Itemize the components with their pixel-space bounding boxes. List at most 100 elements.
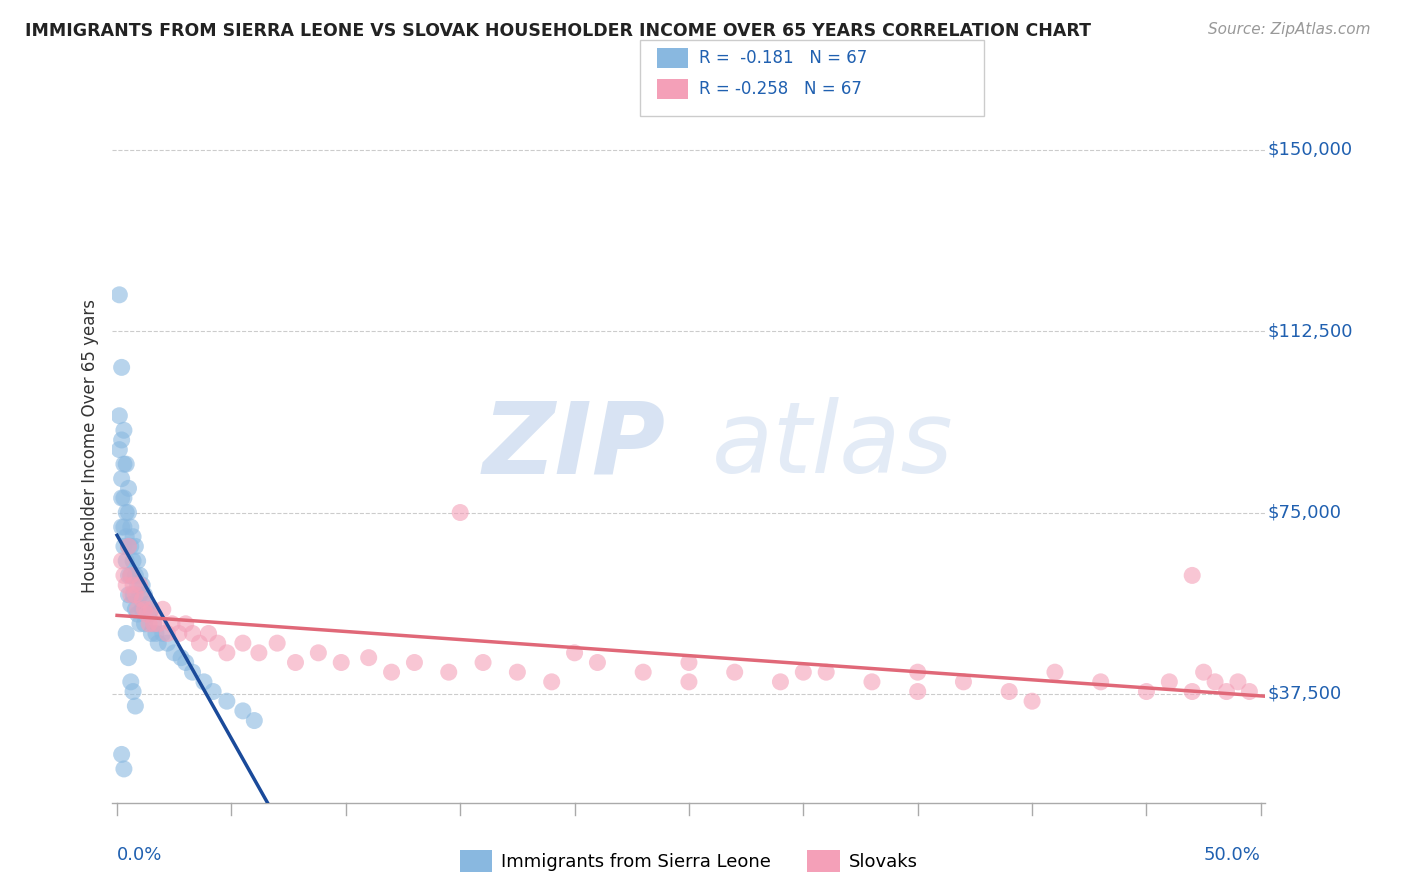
Point <box>631 665 654 680</box>
Point <box>152 626 174 640</box>
Point <box>330 656 353 670</box>
Point <box>108 288 131 302</box>
Point <box>129 616 152 631</box>
Point <box>193 674 215 689</box>
Point <box>860 674 883 689</box>
Point <box>215 646 238 660</box>
Point <box>120 568 142 582</box>
Point <box>586 656 609 670</box>
Point <box>127 554 149 568</box>
Point <box>135 607 157 621</box>
Point <box>111 554 134 568</box>
Point <box>815 665 838 680</box>
Point <box>127 607 149 621</box>
Point <box>115 554 138 568</box>
Point <box>207 636 229 650</box>
Point <box>437 665 460 680</box>
Text: $150,000: $150,000 <box>1268 141 1353 159</box>
Point <box>197 626 219 640</box>
Point <box>129 588 152 602</box>
Point <box>117 481 139 495</box>
Point <box>506 665 529 680</box>
Point <box>134 616 156 631</box>
Point <box>112 423 135 437</box>
Point <box>170 650 193 665</box>
Text: R = -0.258   N = 67: R = -0.258 N = 67 <box>699 80 862 98</box>
Point <box>1192 665 1215 680</box>
Point <box>120 540 142 554</box>
Point <box>188 636 211 650</box>
Text: IMMIGRANTS FROM SIERRA LEONE VS SLOVAK HOUSEHOLDER INCOME OVER 65 YEARS CORRELAT: IMMIGRANTS FROM SIERRA LEONE VS SLOVAK H… <box>25 22 1091 40</box>
Point <box>181 626 204 640</box>
Point <box>998 684 1021 698</box>
Point <box>108 409 131 423</box>
Point <box>232 636 254 650</box>
Point <box>952 674 974 689</box>
Point <box>112 540 135 554</box>
Point <box>122 578 145 592</box>
Point <box>135 598 157 612</box>
Point <box>124 540 146 554</box>
Text: atlas: atlas <box>711 398 953 494</box>
Point <box>156 636 179 650</box>
Point <box>145 626 167 640</box>
Point <box>232 704 254 718</box>
Point <box>247 646 270 660</box>
Point <box>1159 674 1181 689</box>
Point <box>156 626 179 640</box>
Point <box>380 665 402 680</box>
Point <box>678 674 700 689</box>
Point <box>115 626 138 640</box>
Text: $75,000: $75,000 <box>1268 503 1341 522</box>
Point <box>404 656 426 670</box>
Point <box>124 568 146 582</box>
Point <box>769 674 792 689</box>
Point <box>134 588 156 602</box>
Point <box>307 646 329 660</box>
Point <box>111 520 134 534</box>
Point <box>167 626 190 640</box>
Point <box>124 602 146 616</box>
Point <box>115 457 138 471</box>
Point <box>131 578 153 592</box>
Point <box>112 520 135 534</box>
Point <box>142 616 165 631</box>
Point <box>141 602 163 616</box>
Point <box>174 616 197 631</box>
Point <box>115 530 138 544</box>
Point <box>1090 674 1112 689</box>
Point <box>120 520 142 534</box>
Text: ZIP: ZIP <box>482 398 666 494</box>
Point <box>111 433 134 447</box>
Point <box>115 578 138 592</box>
Point <box>215 694 238 708</box>
Point <box>284 656 307 670</box>
Text: $37,500: $37,500 <box>1268 685 1341 703</box>
Point <box>243 714 266 728</box>
Point <box>111 360 134 375</box>
Point <box>907 684 929 698</box>
Point <box>564 646 586 660</box>
Point <box>357 650 380 665</box>
Point <box>1226 674 1249 689</box>
Point <box>111 747 134 762</box>
Point <box>1204 674 1226 689</box>
Point <box>134 602 156 616</box>
Point <box>117 506 139 520</box>
Text: 50.0%: 50.0% <box>1204 847 1261 864</box>
Point <box>124 588 146 602</box>
Point <box>141 602 163 616</box>
Point <box>117 540 139 554</box>
Point <box>142 616 165 631</box>
Point <box>112 457 135 471</box>
Point <box>266 636 288 650</box>
Point <box>152 602 174 616</box>
Point <box>540 674 562 689</box>
Point <box>1043 665 1066 680</box>
Point <box>1181 568 1204 582</box>
Point <box>120 568 142 582</box>
Point <box>1181 684 1204 698</box>
Point <box>472 656 495 670</box>
Point <box>449 506 471 520</box>
Text: R =  -0.181   N = 67: R = -0.181 N = 67 <box>699 49 868 67</box>
